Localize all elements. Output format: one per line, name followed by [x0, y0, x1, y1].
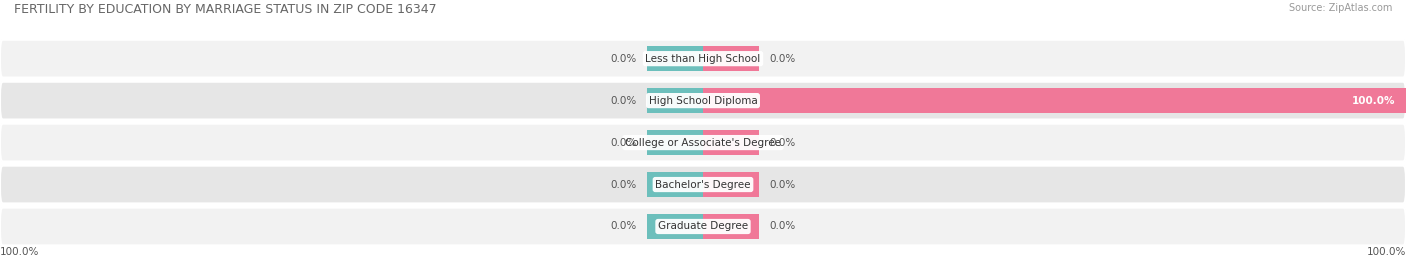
Text: 0.0%: 0.0% [610, 137, 637, 148]
Text: High School Diploma: High School Diploma [648, 95, 758, 106]
Text: 100.0%: 100.0% [1367, 247, 1406, 257]
Text: 100.0%: 100.0% [0, 247, 39, 257]
Text: Less than High School: Less than High School [645, 54, 761, 64]
Text: Bachelor's Degree: Bachelor's Degree [655, 179, 751, 190]
Text: 0.0%: 0.0% [770, 54, 796, 64]
FancyBboxPatch shape [0, 82, 1406, 119]
Text: 0.0%: 0.0% [770, 137, 796, 148]
Text: 100.0%: 100.0% [1353, 95, 1395, 106]
Text: 0.0%: 0.0% [610, 221, 637, 232]
Bar [703, 89, 1406, 113]
Text: 0.0%: 0.0% [770, 179, 796, 190]
FancyBboxPatch shape [0, 40, 1406, 77]
FancyBboxPatch shape [0, 124, 1406, 161]
Text: 0.0%: 0.0% [770, 221, 796, 232]
FancyBboxPatch shape [0, 166, 1406, 203]
Text: FERTILITY BY EDUCATION BY MARRIAGE STATUS IN ZIP CODE 16347: FERTILITY BY EDUCATION BY MARRIAGE STATU… [14, 3, 437, 16]
Text: 0.0%: 0.0% [610, 54, 637, 64]
Text: 0.0%: 0.0% [610, 179, 637, 190]
Bar [647, 89, 703, 113]
Text: College or Associate's Degree: College or Associate's Degree [626, 137, 780, 148]
Bar [647, 172, 703, 197]
FancyBboxPatch shape [0, 208, 1406, 245]
Text: Source: ZipAtlas.com: Source: ZipAtlas.com [1288, 3, 1392, 13]
Bar [703, 214, 759, 239]
Text: 0.0%: 0.0% [610, 95, 637, 106]
Bar [703, 172, 759, 197]
Text: Graduate Degree: Graduate Degree [658, 221, 748, 232]
Bar [647, 214, 703, 239]
Bar [647, 130, 703, 155]
Bar [703, 47, 759, 71]
Bar [703, 130, 759, 155]
Bar [647, 47, 703, 71]
